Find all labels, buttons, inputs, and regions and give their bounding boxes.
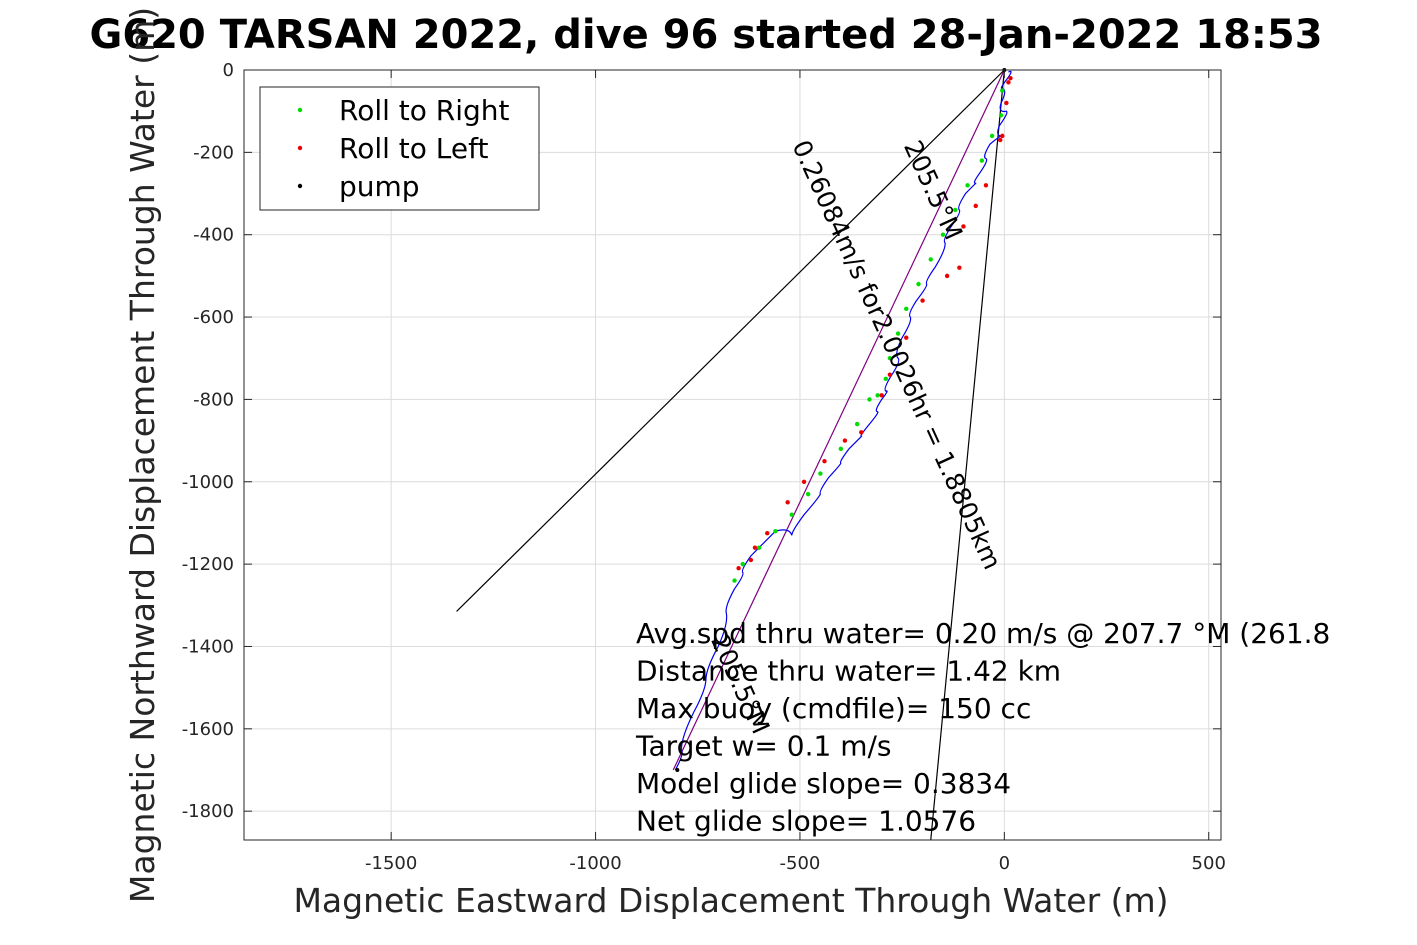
roll-right-point	[867, 397, 872, 402]
roll-right-point	[875, 393, 880, 398]
roll-right-point	[989, 133, 995, 139]
roll-left-point	[1004, 100, 1009, 106]
y-tick-label: -1400	[182, 636, 234, 657]
roll-left-point	[752, 545, 758, 550]
roll-right-point	[818, 471, 823, 476]
roll-left-point	[920, 298, 925, 303]
roll-left-point	[765, 531, 770, 536]
roll-left-point	[973, 203, 978, 209]
roll-right-point	[1000, 88, 1005, 93]
legend-marker	[297, 145, 303, 151]
roll-left-point	[1000, 133, 1005, 139]
roll-left-point	[736, 566, 741, 571]
legend-label: pump	[339, 170, 420, 203]
roll-left-point	[859, 430, 864, 435]
y-tick-label: -1200	[182, 554, 234, 575]
stats-annotation-line: Distance thru water= 1.42 km	[636, 655, 1061, 688]
stats-annotation-line: Max buoy (cmdfile)= 150 cc	[636, 692, 1031, 725]
y-tick-label: -600	[193, 307, 234, 328]
x-tick-label: 500	[1192, 853, 1226, 874]
roll-right-point	[904, 306, 909, 312]
y-tick-label: -1600	[182, 719, 234, 740]
roll-right-point	[965, 183, 970, 188]
roll-right-point	[756, 545, 762, 550]
roll-left-point	[801, 479, 807, 484]
roll-right-point	[916, 281, 921, 287]
roll-left-point	[748, 557, 754, 563]
roll-left-point	[785, 500, 790, 505]
roll-left-point	[944, 273, 950, 279]
x-tick-label: -500	[780, 853, 821, 874]
roll-right-point	[773, 528, 778, 534]
reference-line	[930, 69, 1005, 841]
y-tick-label: 0	[223, 60, 234, 81]
y-tick-label: -800	[193, 389, 234, 410]
pump-point	[675, 768, 680, 772]
x-tick-label: -1500	[365, 853, 417, 874]
legend-marker	[297, 183, 303, 189]
roll-right-point	[998, 113, 1004, 118]
stats-annotation-line: Avg.spd thru water= 0.20 m/s @ 207.7 °M …	[636, 617, 1330, 650]
roll-left-point	[887, 372, 893, 377]
roll-right-point	[940, 232, 946, 237]
axis-ticks: -1500 -1000 -500 0 500 0 -200 -400 -600 -800 -1000…	[182, 60, 1226, 874]
legend-box	[259, 86, 540, 211]
stats-annotation-line: Net glide slope= 1.0576	[636, 805, 976, 838]
roll-right-point	[953, 207, 958, 213]
track-line	[674, 70, 1012, 771]
roll-left-point	[983, 183, 989, 188]
roll-left-point	[904, 335, 909, 340]
roll-left-point	[822, 458, 827, 464]
y-tick-label: -1000	[182, 472, 234, 493]
roll-points	[675, 68, 1013, 772]
roll-right-point	[883, 376, 888, 382]
y-tick-label: -200	[193, 142, 234, 163]
roll-left-point	[957, 265, 962, 270]
roll-right-point	[854, 421, 860, 427]
roll-left-point	[842, 438, 848, 443]
y-tick-label: -1800	[182, 801, 234, 822]
roll-right-point	[979, 158, 985, 163]
y-axis-label: Magnetic Northward Displacement Through …	[123, 7, 162, 903]
reference-line	[672, 69, 1005, 771]
roll-right-point	[887, 356, 893, 361]
reference-line	[456, 69, 1005, 612]
stats-annotation-line: Target w= 0.1 m/s	[635, 730, 892, 763]
reference-lines	[456, 69, 1005, 841]
roll-right-point	[928, 257, 933, 262]
stats-annotation-line: Model glide slope= 0.3834	[636, 767, 1011, 800]
roll-right-point	[895, 331, 901, 336]
roll-left-point	[998, 137, 1003, 143]
y-tick-label: -400	[193, 225, 234, 246]
x-axis-label: Magnetic Eastward Displacement Through W…	[293, 881, 1168, 920]
x-tick-label: 0	[999, 853, 1010, 874]
legend-label: Roll to Left	[339, 132, 488, 165]
x-tick-label: -1000	[569, 853, 621, 874]
stats-annotations: Avg.spd thru water= 0.20 m/s @ 207.7 °M …	[635, 617, 1330, 838]
roll-left-point	[961, 224, 966, 229]
roll-left-point	[879, 393, 884, 398]
roll-left-point	[1008, 76, 1013, 81]
roll-right-point	[732, 578, 737, 583]
roll-right-point	[838, 446, 844, 452]
plot-frame	[243, 69, 1222, 841]
roll-left-point	[1006, 80, 1011, 85]
legend: Roll to Right Roll to Left pump	[259, 86, 540, 211]
gridlines	[244, 69, 1221, 840]
legend-marker	[297, 107, 303, 113]
legend-label: Roll to Right	[339, 94, 510, 127]
chart-title: G620 TARSAN 2022, dive 96 started 28-Jan…	[89, 12, 1322, 58]
roll-right-point	[740, 561, 745, 567]
roll-right-point	[805, 491, 811, 497]
roll-right-point	[789, 512, 794, 517]
